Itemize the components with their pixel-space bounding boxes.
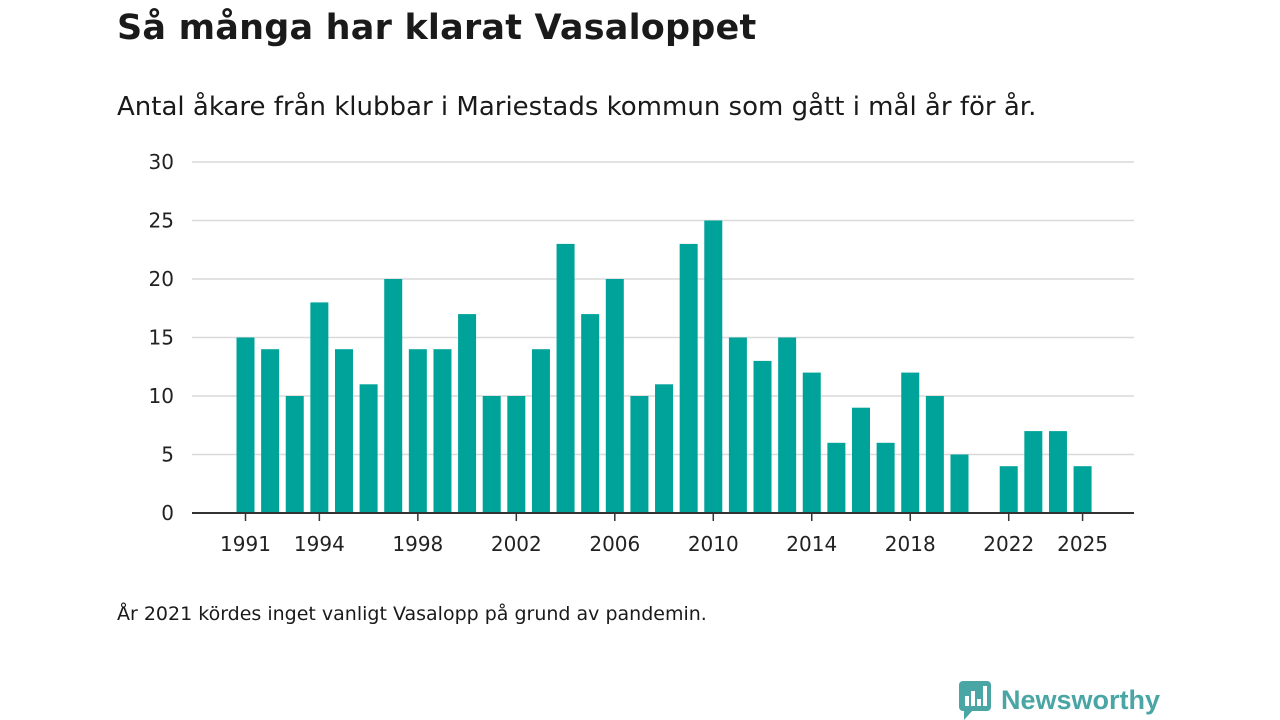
y-axis-ticks: 0 5 10 15 20 25 30 (149, 150, 174, 525)
y-tick-label: 15 (149, 326, 174, 350)
bar-2001 (482, 396, 501, 513)
chart-footnote: År 2021 kördes inget vanligt Vasalopp på… (117, 603, 707, 625)
bar-1999 (433, 349, 452, 513)
bar-2012 (753, 360, 772, 513)
bar-2017 (876, 442, 895, 513)
bar-2003 (531, 349, 550, 513)
bar-2004 (556, 243, 575, 513)
chart-title: Så många har klarat Vasaloppet (117, 8, 757, 48)
bar-1998 (408, 349, 427, 513)
bar-2024 (1048, 431, 1067, 513)
bar-2013 (778, 337, 797, 513)
x-tick-label: 2010 (688, 532, 739, 556)
newsworthy-logo-icon (959, 681, 991, 720)
y-tick-label: 10 (149, 384, 174, 408)
bar-2000 (458, 314, 477, 513)
bar-1995 (334, 349, 353, 513)
x-tick-label: 1991 (220, 532, 271, 556)
x-tick-label: 2025 (1057, 532, 1108, 556)
x-tick-label: 1994 (294, 532, 345, 556)
x-axis-ticks: 1991 1994 1998 2002 2006 2010 2014 2018 2022 2025 (220, 513, 1108, 556)
bar-2006 (605, 279, 624, 513)
bar-2002 (507, 396, 526, 513)
x-tick-label: 2006 (589, 532, 640, 556)
x-tick-label: 2014 (786, 532, 837, 556)
y-tick-label: 5 (161, 443, 174, 467)
x-tick-label: 2018 (885, 532, 936, 556)
bars (236, 220, 1092, 513)
bar-1993 (285, 396, 304, 513)
bar-2010 (704, 220, 723, 513)
x-tick-label: 2022 (983, 532, 1034, 556)
y-tick-label: 0 (161, 501, 174, 525)
bar-2011 (728, 337, 747, 513)
y-tick-label: 25 (149, 209, 174, 233)
bar-2016 (852, 407, 870, 513)
bar-1994 (310, 302, 329, 513)
bar-2023 (1024, 431, 1043, 513)
x-tick-label: 2002 (491, 532, 542, 556)
y-tick-label: 30 (149, 150, 174, 174)
bar-2009 (679, 243, 698, 513)
bar-2019 (925, 396, 944, 513)
bar-2022 (999, 466, 1018, 513)
brand-logo: Newsworthy (958, 680, 1160, 720)
bar-2005 (581, 314, 600, 513)
bar-2020 (950, 454, 969, 513)
bar-1991 (236, 337, 255, 513)
bar-2014 (802, 372, 821, 513)
bar-2025 (1073, 466, 1092, 513)
bar-2008 (655, 384, 674, 513)
y-tick-label: 20 (149, 267, 174, 291)
bar-2007 (630, 396, 649, 513)
x-tick-label: 1998 (392, 532, 443, 556)
bar-1996 (359, 384, 378, 513)
chart-subtitle: Antal åkare från klubbar i Mariestads ko… (117, 92, 1037, 122)
bar-2015 (827, 442, 846, 513)
bar-1997 (384, 279, 403, 513)
bar-1992 (261, 349, 280, 513)
bar-2018 (901, 372, 920, 513)
brand-name: Newsworthy (1001, 684, 1161, 715)
